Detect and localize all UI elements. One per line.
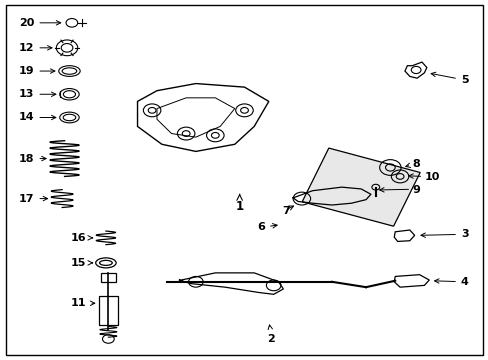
Text: 19: 19 <box>19 66 55 76</box>
Text: 9: 9 <box>411 185 419 195</box>
Bar <box>99 296 118 325</box>
Text: 1: 1 <box>235 200 243 213</box>
Text: 3: 3 <box>420 229 468 239</box>
Text: 18: 18 <box>19 154 46 163</box>
Text: 14: 14 <box>19 112 56 122</box>
Text: 5: 5 <box>430 72 468 85</box>
Text: 6: 6 <box>257 222 265 232</box>
Text: 4: 4 <box>434 277 468 287</box>
Text: 17: 17 <box>19 194 47 203</box>
Text: 20: 20 <box>19 18 61 28</box>
Polygon shape <box>302 148 419 226</box>
Text: 16: 16 <box>71 233 92 243</box>
Bar <box>101 273 116 282</box>
Text: 15: 15 <box>71 258 92 268</box>
Text: 12: 12 <box>19 43 52 53</box>
Text: 7: 7 <box>282 206 289 216</box>
Text: 13: 13 <box>19 89 56 99</box>
Text: 8: 8 <box>411 159 419 169</box>
Text: 10: 10 <box>424 172 439 182</box>
Text: 11: 11 <box>71 298 95 308</box>
Text: 2: 2 <box>267 334 275 344</box>
